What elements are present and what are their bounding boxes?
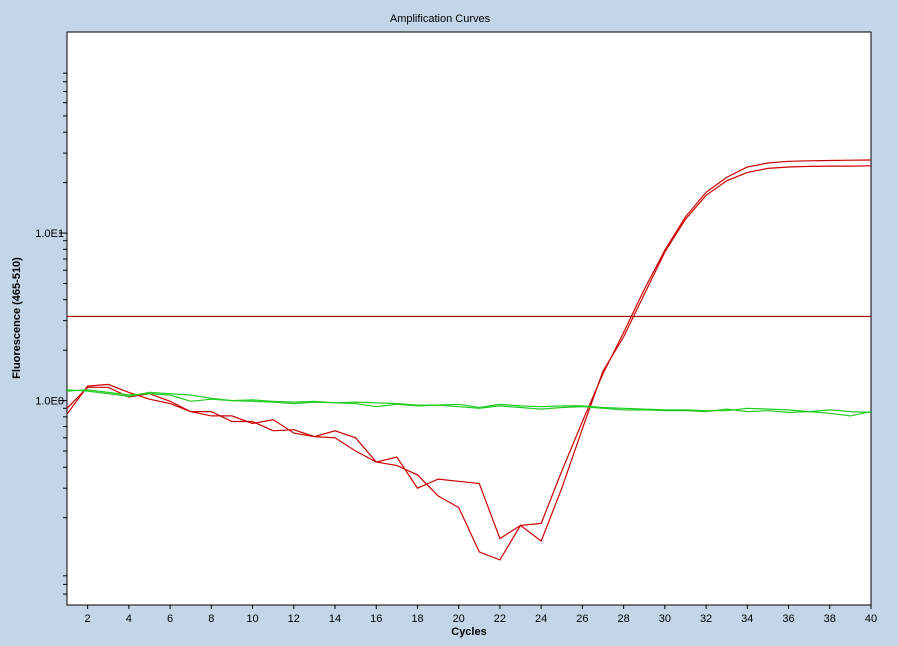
- x-tick-label: 40: [865, 613, 877, 625]
- x-tick-label: 12: [288, 613, 300, 625]
- x-tick-label: 22: [494, 613, 506, 625]
- x-tick-label: 8: [208, 613, 214, 625]
- y-tick-label: 1.0E0: [35, 396, 64, 408]
- x-tick-label: 10: [246, 613, 258, 625]
- chart-title: Amplification Curves: [390, 13, 491, 25]
- x-tick-label: 20: [453, 613, 465, 625]
- y-major-ticks: 1.0E0 1.0E1: [35, 228, 67, 408]
- y-axis-label: Fluorescence (465-510): [11, 257, 23, 379]
- series-line-2[interactable]: [66, 165, 872, 561]
- x-tick-label: 36: [782, 613, 794, 625]
- x-tick-label: 14: [329, 613, 341, 625]
- series-line-1[interactable]: [66, 159, 872, 540]
- x-tick-label: 16: [370, 613, 382, 625]
- series-line-4[interactable]: [66, 389, 872, 413]
- x-axis-label: Cycles: [451, 626, 486, 638]
- x-tick-label: 4: [126, 613, 132, 625]
- x-tick-label: 28: [617, 613, 629, 625]
- x-tick-label: 30: [659, 613, 671, 625]
- x-ticks: 2 4 6 8 10 12 14 16 18 20 22 24 26 28 30 32 34 36 38 40: [85, 605, 877, 625]
- plot-area: [66, 31, 872, 606]
- x-tick-label: 18: [411, 613, 423, 625]
- series-line-3[interactable]: [66, 389, 872, 417]
- x-tick-label: 26: [576, 613, 588, 625]
- x-tick-label: 32: [700, 613, 712, 625]
- x-tick-label: 24: [535, 613, 547, 625]
- series-layer: [66, 159, 872, 561]
- x-tick-label: 34: [741, 613, 753, 625]
- x-tick-label: 38: [824, 613, 836, 625]
- x-tick-label: 6: [167, 613, 173, 625]
- y-tick-label: 1.0E1: [35, 228, 64, 240]
- y-minor-ticks: [63, 72, 67, 595]
- x-tick-label: 2: [85, 613, 91, 625]
